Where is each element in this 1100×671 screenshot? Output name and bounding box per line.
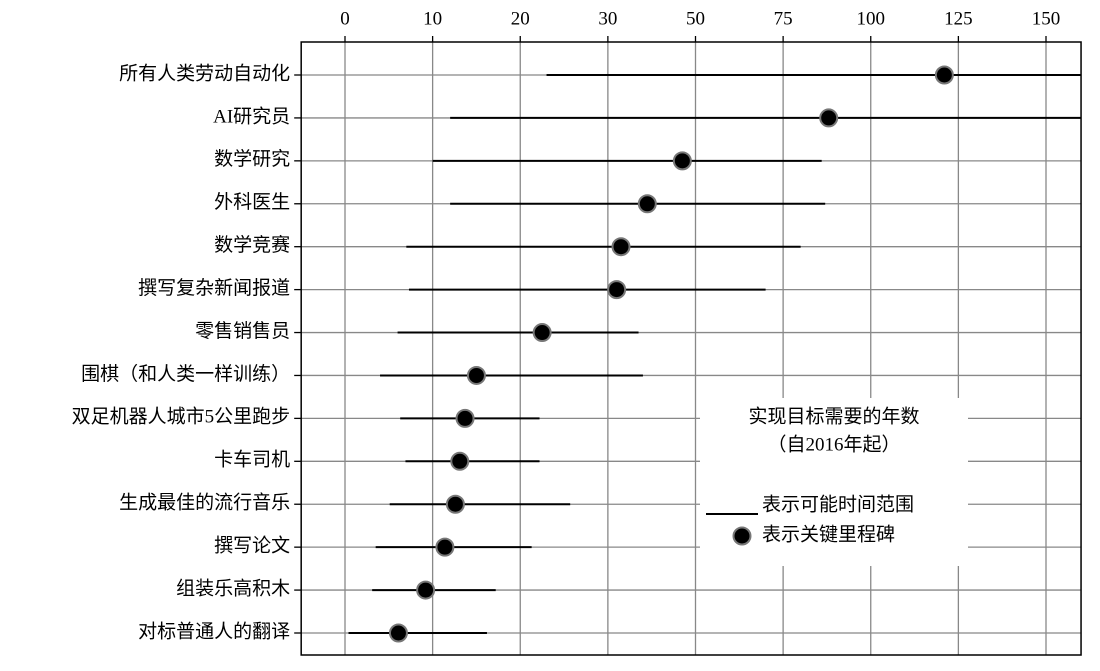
y-tick-label: 数学竞赛 [214,234,290,256]
milestone-dot [455,408,475,428]
milestone-dot [607,280,627,300]
x-tick-label: 50 [686,8,705,29]
legend-label: 表示关键里程碑 [762,523,895,545]
milestone-dot [445,494,465,514]
y-tick-label: 双足机器人城市5公里跑步 [72,406,291,428]
y-tick-label: 零售销售员 [195,320,290,342]
milestone-dot [532,323,552,343]
x-tick-label: 0 [340,8,350,29]
y-tick-label: 生成最佳的流行音乐 [119,492,290,514]
x-tick-label: 150 [1032,8,1061,29]
axis-label: （自2016年起） [767,433,900,455]
axis-label: 实现目标需要的年数 [748,405,919,427]
y-tick-label: 围棋（和人类一样训练） [81,363,290,385]
y-tick-label: 撰写论文 [214,535,290,557]
milestone-dot [672,151,692,171]
y-tick-label: 数学研究 [214,148,290,170]
x-tick-label: 100 [857,8,886,29]
x-tick-label: 30 [598,8,617,29]
legend-dot [732,526,752,546]
y-tick-label: 卡车司机 [214,449,290,471]
milestone-dot [637,194,657,214]
milestone-dot [388,623,408,643]
milestone-dot [466,365,486,385]
legend-label: 表示可能时间范围 [762,493,914,515]
milestone-dot [819,108,839,128]
x-tick-label: 125 [944,8,973,29]
x-tick-label: 20 [511,8,530,29]
y-tick-label: 对标普通人的翻译 [138,620,290,642]
milestone-dot [934,65,954,85]
milestone-dot [416,580,436,600]
y-tick-label: 组装乐高积木 [176,577,290,599]
y-tick-label: 外科医生 [214,191,290,213]
milestone-dot [611,237,631,257]
milestone-dot [435,537,455,557]
milestone-dot [450,451,470,471]
y-tick-label: 所有人类劳动自动化 [119,62,290,84]
plot-frame [300,41,1082,656]
y-tick-label: 撰写复杂新闻报道 [138,277,290,299]
y-tick-label: AI研究员 [213,105,290,127]
x-tick-label: 10 [423,8,442,29]
x-tick-label: 75 [774,8,793,29]
